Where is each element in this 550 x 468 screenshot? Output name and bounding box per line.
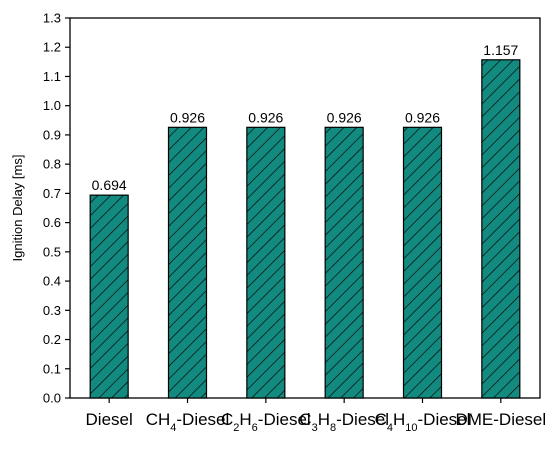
category-label: C4H10-Diesel (375, 410, 471, 434)
y-tick-label: 1.1 (43, 69, 61, 84)
y-tick-label: 0.4 (43, 274, 61, 289)
y-tick-label: 0.8 (43, 157, 61, 172)
category-label: Diesel (86, 410, 133, 429)
bar (246, 126, 286, 399)
y-tick-label: 0.2 (43, 332, 61, 347)
y-tick-label: 1.3 (43, 11, 61, 26)
y-tick-label: 0.1 (43, 361, 61, 376)
y-tick-label: 0.3 (43, 303, 61, 318)
y-tick-label: 0.0 (43, 391, 61, 406)
data-label: 1.157 (483, 42, 518, 58)
bar (324, 126, 364, 399)
data-label: 0.694 (92, 177, 127, 193)
bar (402, 126, 443, 399)
category-label: CH4-Diesel (146, 410, 230, 434)
bar (167, 126, 208, 399)
data-label: 0.926 (405, 109, 440, 125)
y-tick-label: 0.9 (43, 127, 61, 142)
bar (481, 59, 521, 399)
category-label: DME-Diesel (455, 410, 546, 429)
y-tick-label: 0.7 (43, 186, 61, 201)
data-label: 0.926 (327, 109, 362, 125)
y-tick-label: 1.2 (43, 40, 61, 55)
y-tick-label: 0.5 (43, 244, 61, 259)
data-label: 0.926 (170, 109, 205, 125)
y-tick-label: 0.6 (43, 215, 61, 230)
data-label: 0.926 (248, 109, 283, 125)
y-tick-label: 1.0 (43, 98, 61, 113)
y-axis-title: Ignition Delay [ms] (10, 155, 25, 262)
category-label: C3H8-Diesel (299, 410, 389, 434)
bar (89, 194, 129, 399)
plot-frame (69, 17, 541, 399)
category-label: C2H6-Diesel (221, 410, 311, 434)
